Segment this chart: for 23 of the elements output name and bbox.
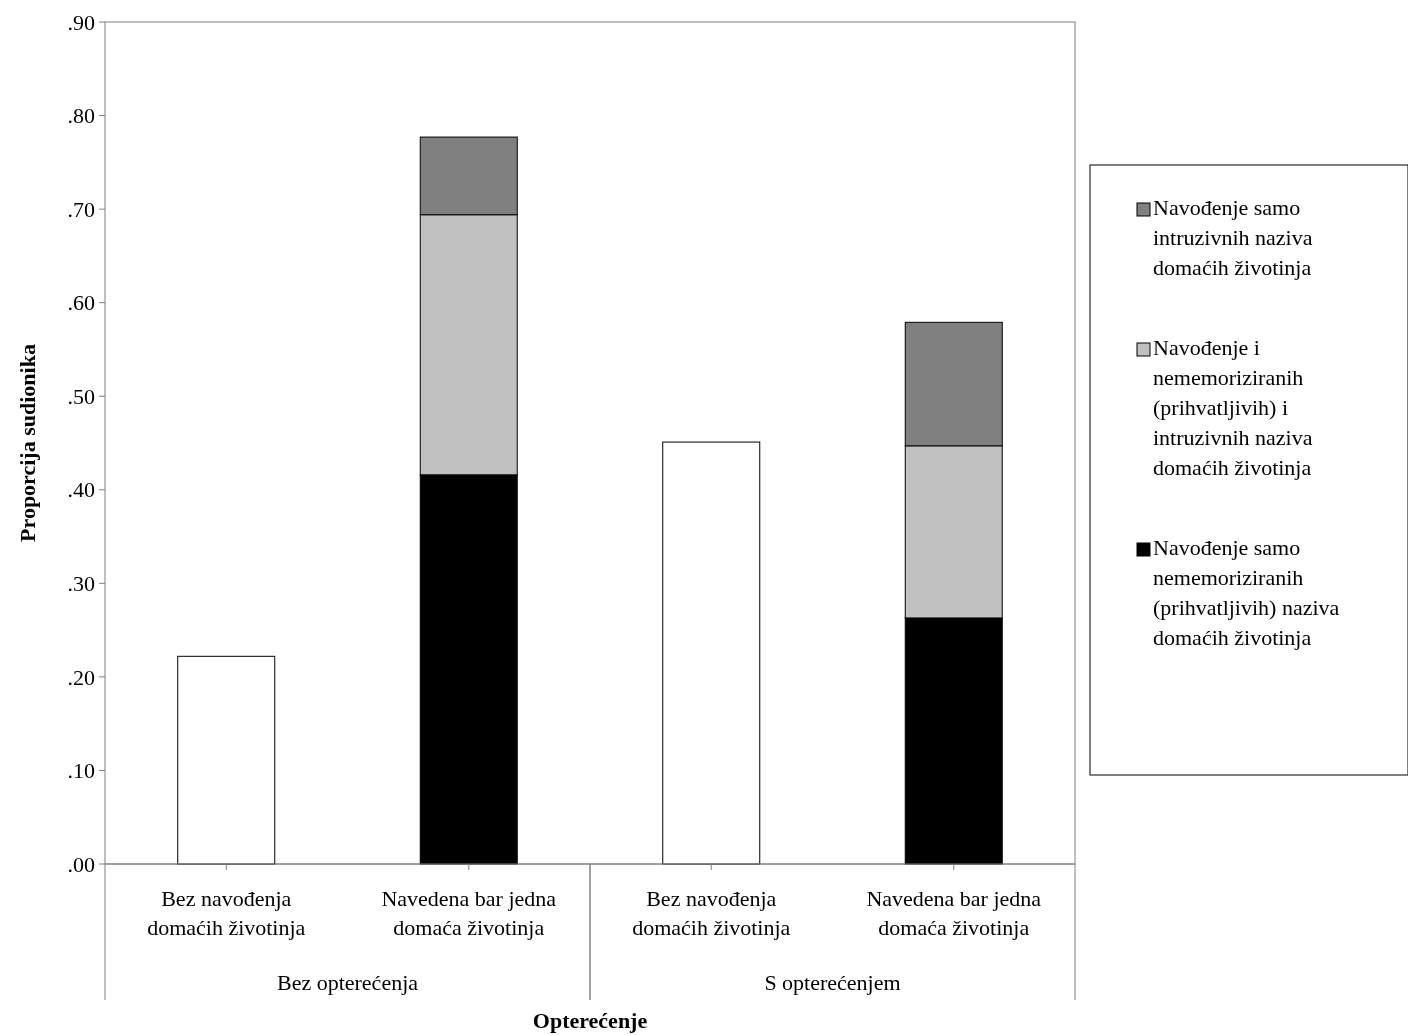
legend-label: Navođenje i nememoriziranih (prihvatljivih) i intruzivnih naziva domaćih životinja: [1153, 335, 1313, 480]
x-tick-label: Bez navođenja domaćih životinja: [147, 886, 306, 940]
text: Bez opterećenja: [276, 970, 419, 995]
y-tick-label: .70: [67, 196, 95, 222]
bar: [662, 441, 761, 865]
y-tick-label: .10: [67, 758, 95, 784]
y-tick-label: .90: [67, 9, 95, 35]
y-axis-title: Proporcija sudionika: [15, 344, 40, 542]
x-tick-label: Navedena bar jedna domaća životinja: [381, 886, 557, 940]
y-tick-label: .20: [67, 664, 95, 690]
y-tick-label: .30: [67, 571, 95, 597]
x-tick-label: Bez navođenja domaćih životinja: [632, 886, 791, 940]
y-tick-label: .60: [67, 290, 95, 316]
y-tick-label: .80: [67, 103, 95, 129]
bar: [177, 655, 276, 865]
legend-label: Navođenje samo intruzivnih naziva domaćih životinja: [1153, 195, 1313, 280]
y-tick-label: .40: [67, 477, 95, 503]
text: S opterećenjem: [764, 970, 901, 995]
y-tick-label: .00: [67, 851, 95, 877]
y-tick-label: .50: [67, 383, 95, 409]
x-tick-label: Navedena bar jedna domaća životinja: [866, 886, 1042, 940]
x-axis-title: Opterećenje: [532, 1008, 648, 1033]
legend-label: Navođenje samo nememoriziranih (prihvatljivih) naziva domaćih životinja: [1153, 535, 1340, 650]
